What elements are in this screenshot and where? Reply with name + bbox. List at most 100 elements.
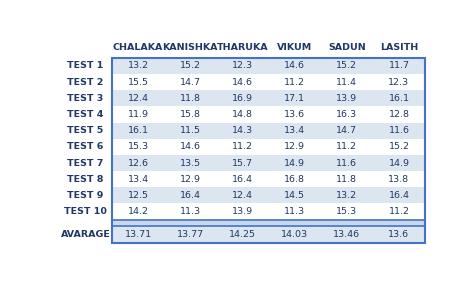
- Text: 12.3: 12.3: [232, 61, 253, 70]
- Text: AVARAGE: AVARAGE: [61, 230, 110, 239]
- Bar: [373, 123, 425, 139]
- Bar: [373, 139, 425, 155]
- Text: 16.4: 16.4: [232, 175, 253, 184]
- Bar: [164, 90, 216, 106]
- Text: CHALAKA: CHALAKA: [113, 44, 163, 52]
- Bar: [216, 90, 268, 106]
- Bar: [321, 58, 373, 74]
- Text: 11.5: 11.5: [180, 126, 201, 135]
- Bar: [373, 226, 425, 243]
- Text: 14.25: 14.25: [229, 230, 256, 239]
- Text: 11.3: 11.3: [180, 207, 201, 216]
- Bar: [164, 226, 216, 243]
- Bar: [164, 123, 216, 139]
- Text: 17.1: 17.1: [284, 94, 305, 103]
- Bar: [268, 58, 321, 74]
- Text: KANISHKA: KANISHKA: [163, 44, 218, 52]
- Text: TEST 9: TEST 9: [67, 191, 104, 200]
- Text: 11.2: 11.2: [336, 142, 357, 151]
- Bar: [321, 187, 373, 203]
- Text: 16.4: 16.4: [180, 191, 201, 200]
- Text: 15.5: 15.5: [128, 78, 148, 87]
- Bar: [164, 58, 216, 74]
- Text: TEST 1: TEST 1: [67, 61, 104, 70]
- Text: LASITH: LASITH: [380, 44, 418, 52]
- Text: TEST 2: TEST 2: [67, 78, 104, 87]
- Bar: [112, 74, 164, 90]
- Bar: [268, 187, 321, 203]
- Text: TEST 8: TEST 8: [67, 175, 104, 184]
- Bar: [373, 155, 425, 171]
- Bar: [268, 139, 321, 155]
- Bar: [112, 139, 164, 155]
- Bar: [216, 226, 268, 243]
- Bar: [321, 226, 373, 243]
- Text: 12.9: 12.9: [180, 175, 201, 184]
- Text: 12.3: 12.3: [388, 78, 410, 87]
- Text: 14.6: 14.6: [180, 142, 201, 151]
- Text: 11.2: 11.2: [232, 142, 253, 151]
- Bar: [112, 203, 164, 220]
- Bar: [164, 187, 216, 203]
- Text: TEST 7: TEST 7: [67, 159, 104, 168]
- Bar: [373, 203, 425, 220]
- Bar: [164, 139, 216, 155]
- Text: VIKUM: VIKUM: [277, 44, 312, 52]
- Text: 16.8: 16.8: [284, 175, 305, 184]
- Text: 13.71: 13.71: [125, 230, 152, 239]
- Bar: [321, 203, 373, 220]
- Text: 14.6: 14.6: [232, 78, 253, 87]
- Text: 11.3: 11.3: [284, 207, 305, 216]
- Text: 11.7: 11.7: [389, 61, 410, 70]
- Bar: [268, 90, 321, 106]
- Bar: [112, 171, 164, 187]
- Bar: [164, 171, 216, 187]
- Text: 14.3: 14.3: [232, 126, 253, 135]
- Bar: [164, 203, 216, 220]
- Bar: [216, 187, 268, 203]
- Text: 14.7: 14.7: [336, 126, 357, 135]
- Text: 16.4: 16.4: [389, 191, 410, 200]
- Text: 16.9: 16.9: [232, 94, 253, 103]
- Text: 13.4: 13.4: [128, 175, 149, 184]
- Text: TEST 5: TEST 5: [67, 126, 104, 135]
- Bar: [216, 203, 268, 220]
- Bar: [321, 139, 373, 155]
- Text: 12.9: 12.9: [284, 142, 305, 151]
- Bar: [112, 58, 164, 74]
- Bar: [216, 171, 268, 187]
- Text: TEST 6: TEST 6: [67, 142, 104, 151]
- Bar: [373, 187, 425, 203]
- Bar: [268, 171, 321, 187]
- Text: 13.2: 13.2: [336, 191, 357, 200]
- Bar: [321, 74, 373, 90]
- Text: 14.2: 14.2: [128, 207, 148, 216]
- Bar: [216, 123, 268, 139]
- Text: 16.1: 16.1: [128, 126, 148, 135]
- Bar: [112, 220, 425, 226]
- Bar: [112, 187, 164, 203]
- Bar: [216, 139, 268, 155]
- Text: 13.9: 13.9: [232, 207, 253, 216]
- Text: 15.3: 15.3: [128, 142, 149, 151]
- Bar: [164, 155, 216, 171]
- Text: TEST 10: TEST 10: [64, 207, 107, 216]
- Text: 15.2: 15.2: [336, 61, 357, 70]
- Text: 15.2: 15.2: [180, 61, 201, 70]
- Bar: [373, 106, 425, 123]
- Bar: [268, 106, 321, 123]
- Bar: [321, 155, 373, 171]
- Text: TEST 4: TEST 4: [67, 110, 104, 119]
- Text: 16.1: 16.1: [389, 94, 410, 103]
- Text: 11.6: 11.6: [336, 159, 357, 168]
- Bar: [112, 90, 164, 106]
- Bar: [268, 226, 321, 243]
- Bar: [112, 106, 164, 123]
- Bar: [373, 90, 425, 106]
- Text: 12.4: 12.4: [128, 94, 148, 103]
- Text: 15.2: 15.2: [389, 142, 410, 151]
- Text: 12.5: 12.5: [128, 191, 148, 200]
- Text: 14.7: 14.7: [180, 78, 201, 87]
- Text: 11.8: 11.8: [180, 94, 201, 103]
- Text: 12.6: 12.6: [128, 159, 148, 168]
